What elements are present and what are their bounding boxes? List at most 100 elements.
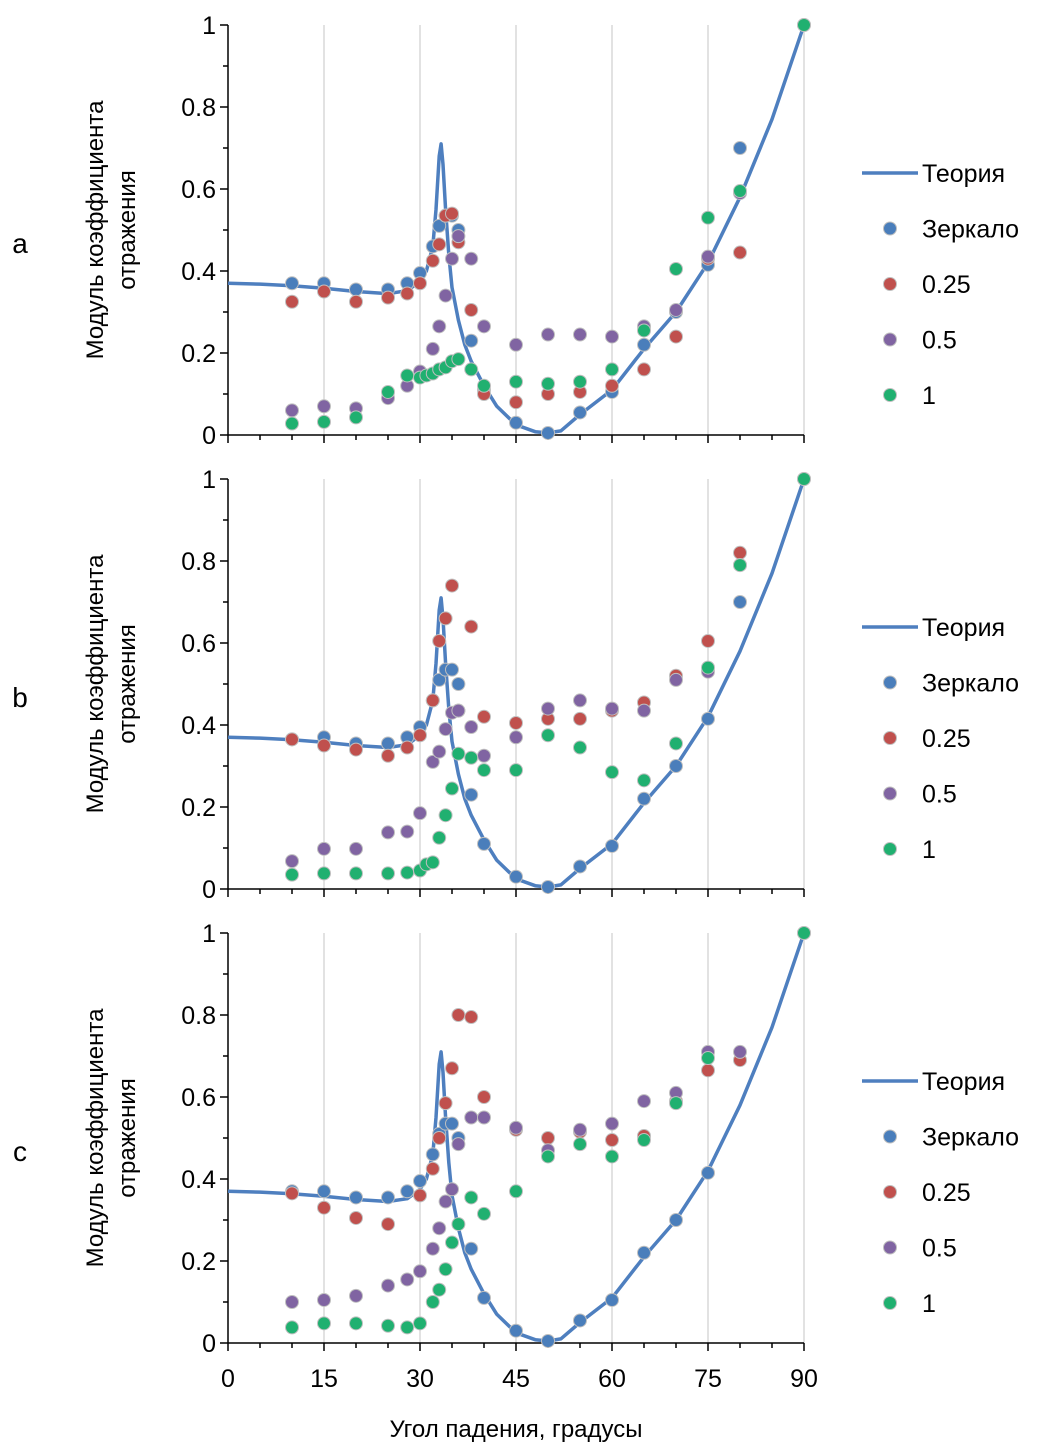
series-1-point	[541, 376, 555, 391]
y-tick-label: 0.6	[181, 176, 216, 204]
series-mirror-point	[509, 415, 523, 430]
y-tick-label: 0.4	[181, 258, 216, 286]
series-0.5-point	[400, 1272, 415, 1287]
series-0.5-point	[285, 403, 299, 418]
legend-marker-icon	[883, 221, 897, 236]
series-1-point	[573, 1137, 587, 1152]
series-1-point	[317, 414, 331, 429]
series-mirror-point	[637, 337, 651, 352]
x-tick-label: 0	[221, 1365, 235, 1393]
series-0.25-point	[438, 1096, 453, 1111]
series-0.25-point	[637, 362, 651, 377]
panel-label: c	[13, 1136, 27, 1167]
series-0.5-point	[464, 1110, 479, 1125]
series-mirror-point	[573, 405, 587, 420]
series-0.25-point	[349, 1210, 363, 1225]
series-0.5-point	[349, 841, 363, 856]
series-mirror-point	[349, 282, 363, 297]
series-0.25-point	[445, 578, 459, 593]
series-0.5-point	[445, 1182, 459, 1197]
series-0.5-point	[477, 319, 491, 334]
series-mirror-point	[451, 677, 466, 691]
series-1-point	[541, 728, 555, 743]
series-0.25-point	[605, 1133, 619, 1148]
series-1-point	[451, 746, 466, 761]
legend-label: 0.25	[922, 271, 971, 299]
series-1-point	[438, 808, 453, 823]
series-mirror-point	[445, 662, 459, 677]
series-1-point	[701, 210, 715, 225]
series-0.5-point	[317, 399, 331, 414]
series-0.25-point	[413, 728, 427, 743]
series-mirror-point	[669, 1213, 683, 1227]
series-0.25-point	[464, 302, 479, 317]
series-0.25-point	[317, 1200, 331, 1215]
x-tick-label: 45	[502, 1365, 530, 1393]
series-0.25-point	[451, 1008, 466, 1022]
legend: Теория Зеркало 0.25 0.5 1	[862, 1068, 1019, 1318]
series-1-point	[381, 1318, 395, 1333]
series-mirror-point	[637, 1245, 651, 1260]
series-0.25-point	[438, 611, 453, 626]
series-0.25-point	[285, 1186, 299, 1201]
series-mirror-point	[605, 1292, 619, 1307]
x-axis-label: Угол падения, градусы	[389, 1416, 642, 1443]
legend-marker-icon	[883, 1296, 897, 1310]
series-0.5-point	[285, 1295, 299, 1309]
series-0.25-point	[425, 253, 440, 268]
series-1-point	[797, 472, 811, 486]
legend-marker-icon	[883, 277, 897, 291]
series-1-point	[509, 1184, 523, 1199]
y-tick-label: 0.2	[181, 340, 216, 368]
series-0.25-point	[605, 378, 619, 393]
series-0.25-point	[400, 286, 415, 301]
series-0.25-point	[573, 711, 587, 726]
legend-marker-icon	[883, 1240, 897, 1255]
series-mirror-point	[733, 141, 747, 155]
x-tick-label: 15	[310, 1365, 338, 1393]
series-1-point	[349, 866, 363, 881]
series-mirror-point	[573, 859, 587, 874]
series-mirror-point	[477, 1290, 491, 1305]
legend-label: 0.25	[922, 725, 971, 753]
series-0.5-point	[438, 288, 453, 303]
series-mirror-point	[701, 1165, 715, 1180]
series-0.5-point	[477, 748, 491, 763]
series-0.25-point	[381, 1217, 395, 1232]
series-1-point	[733, 184, 747, 199]
panel-label: a	[12, 228, 28, 259]
panel-c: 0 0.2 0.4 0.6 0.8 1 0 15 30 45 60 75 90 Модуль коэффи…	[13, 920, 1019, 1393]
series-1-point	[464, 1190, 479, 1205]
legend-marker-icon	[883, 842, 897, 856]
y-axis-label-line: Модуль коэффициента	[82, 554, 109, 813]
series-0.25-point	[464, 619, 479, 634]
series-0.5-point	[605, 1116, 619, 1131]
series-0.25-point	[285, 732, 299, 747]
series-1-point	[669, 736, 683, 751]
y-tick-label: 1	[202, 12, 216, 40]
series-mirror-point	[317, 1184, 331, 1199]
series-1-point	[413, 1316, 427, 1331]
series-1-point	[349, 410, 363, 425]
y-axis-label: Модуль коэффициента отражения	[82, 1008, 141, 1267]
series-1-point	[605, 765, 619, 780]
series-0.25-point	[733, 245, 747, 260]
series-0.25-point	[425, 693, 440, 708]
y-axis-label: Модуль коэффициента отражения	[82, 100, 141, 359]
series-0.5-point	[605, 329, 619, 344]
panel-b: 0 0.2 0.4 0.6 0.8 1 Модуль коэффициента отражен…	[12, 466, 1019, 904]
series-0.5-point	[573, 327, 587, 342]
legend-label: 1	[922, 836, 936, 864]
series-0.5-point	[425, 754, 440, 769]
series-0.25-point	[445, 206, 459, 221]
legend-label: Зеркало	[922, 216, 1019, 244]
series-1-point	[701, 1051, 715, 1066]
series-0.25-point	[509, 715, 523, 730]
series-1-point	[669, 1096, 683, 1111]
series-0.5-point	[541, 701, 555, 716]
y-tick-label: 0.2	[181, 794, 216, 822]
series-0.25-point	[509, 395, 523, 410]
series-0.25-point	[733, 545, 747, 560]
panel-label: b	[12, 682, 28, 713]
series-mirror-point	[349, 1190, 363, 1205]
